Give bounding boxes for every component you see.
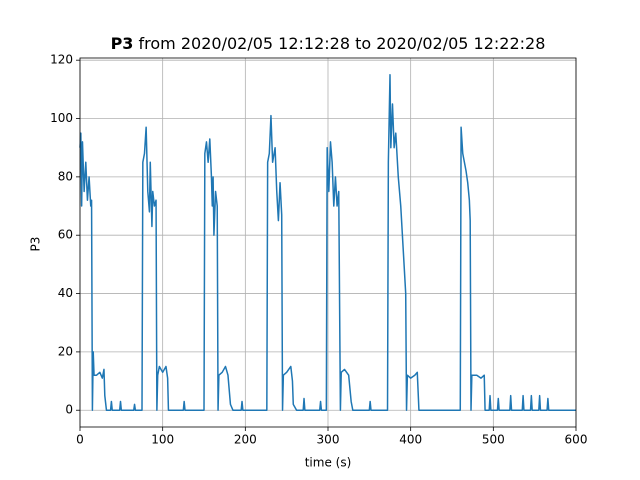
data-line xyxy=(79,74,576,411)
x-tick-label: 400 xyxy=(399,433,422,447)
x-tick-label: 200 xyxy=(234,433,257,447)
x-tick-label: 100 xyxy=(151,433,174,447)
chart-title: P3 from 2020/02/05 12:12:28 to 2020/02/0… xyxy=(111,34,546,53)
y-tick-label: 40 xyxy=(58,286,73,300)
x-tick-label: 500 xyxy=(482,433,505,447)
y-tick-label: 100 xyxy=(50,111,73,125)
x-tick-label: 0 xyxy=(76,433,84,447)
y-tick-label: 80 xyxy=(58,169,73,183)
y-tick-label: 20 xyxy=(58,344,73,358)
y-tick-label: 0 xyxy=(65,403,73,417)
y-axis-label: P3 xyxy=(29,237,43,252)
plot-frame xyxy=(79,57,577,428)
x-tick-label: 300 xyxy=(317,433,340,447)
x-tick-label: 600 xyxy=(565,433,588,447)
title-variable: P3 xyxy=(111,34,134,53)
y-tick-label: 120 xyxy=(50,53,73,67)
title-text: from 2020/02/05 12:12:28 to 2020/02/05 1… xyxy=(139,34,546,53)
y-tick-label: 60 xyxy=(58,228,73,242)
x-axis-label: time (s) xyxy=(305,456,352,470)
